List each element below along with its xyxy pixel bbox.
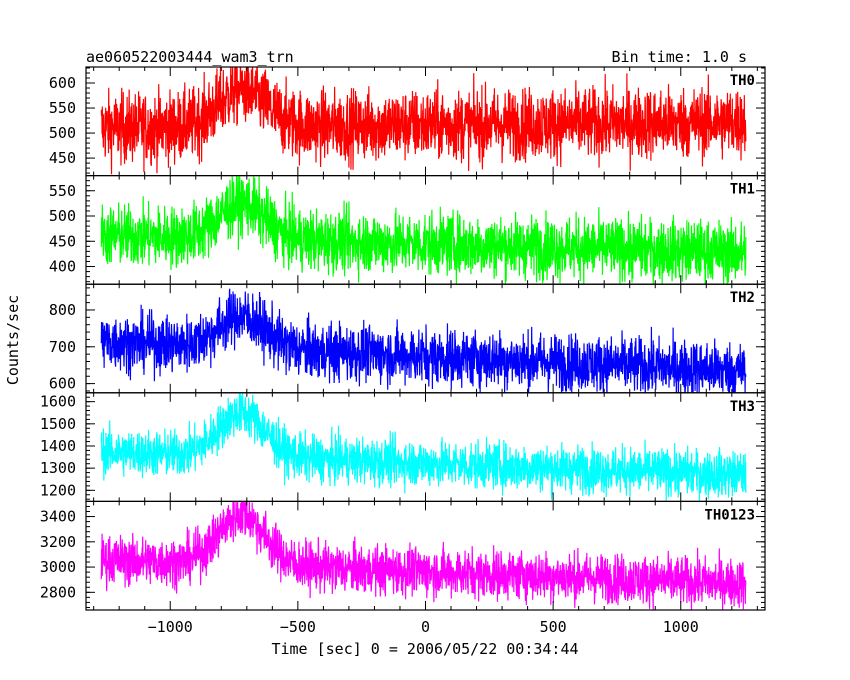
x-tick-label: 1000 [663, 618, 699, 636]
y-tick-label-th0123: 2800 [40, 583, 76, 601]
y-tick-label-th0: 550 [49, 99, 76, 117]
y-tick-label-th2: 800 [49, 301, 76, 319]
y-tick-label-th0123: 3000 [40, 558, 76, 576]
chart-title: ae060522003444_wam3_trn [86, 48, 294, 66]
series-line-th0123 [100, 501, 747, 610]
x-axis-label: Time [sec] 0 = 2006/05/22 00:34:44 [271, 640, 578, 658]
y-tick-label-th1: 550 [49, 182, 76, 200]
y-tick-label-th0123: 3200 [40, 533, 76, 551]
series-line-th3 [100, 392, 747, 502]
y-tick-label-th1: 500 [49, 207, 76, 225]
y-tick-label-th0: 500 [49, 124, 76, 142]
y-tick-label-th3: 1500 [40, 415, 76, 433]
series-line-th1 [100, 175, 747, 285]
y-tick-label-th0123: 3400 [40, 508, 76, 526]
y-tick-label-th2: 600 [49, 375, 76, 393]
y-axis-label: Counts/sec [4, 295, 22, 385]
x-tick-label: −1000 [148, 618, 193, 636]
panel-label-th3: TH3 [730, 399, 755, 415]
y-tick-label-th3: 1200 [40, 481, 76, 499]
bin-time-label: Bin time: 1.0 s [612, 48, 747, 66]
y-tick-label-th3: 1400 [40, 437, 76, 455]
y-tick-label-th3: 1600 [40, 393, 76, 411]
panel-label-th0: TH0 [730, 73, 755, 89]
y-tick-label-th0: 600 [49, 74, 76, 92]
x-tick-label: −500 [280, 618, 316, 636]
series-line-th2 [100, 288, 747, 393]
y-tick-label-th3: 1300 [40, 459, 76, 477]
x-tick-label: 0 [421, 618, 430, 636]
panel-label-th1: TH1 [730, 182, 755, 198]
x-tick-label: 500 [540, 618, 567, 636]
y-tick-label-th1: 400 [49, 258, 76, 276]
y-tick-label-th1: 450 [49, 232, 76, 250]
series-line-th0 [100, 67, 747, 175]
y-tick-label-th0: 450 [49, 149, 76, 167]
panel-label-th0123: TH0123 [704, 507, 755, 523]
panels: 450 500 550 600 TH0 400 450 500 550 TH1 600 700 800 T… [40, 66, 766, 636]
y-tick-label-th2: 700 [49, 338, 76, 356]
panel-label-th2: TH2 [730, 290, 755, 306]
